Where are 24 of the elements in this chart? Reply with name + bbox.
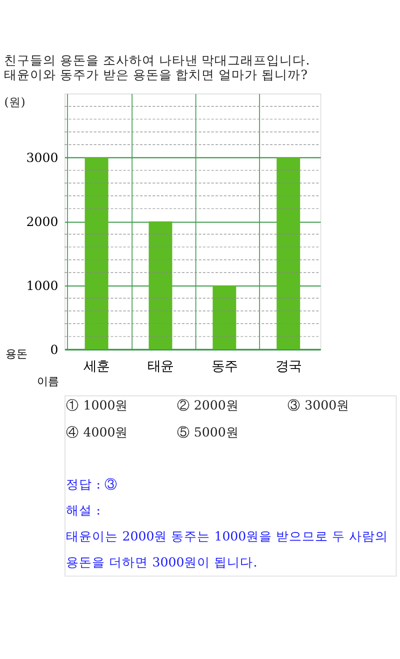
text: 정답 : ③	[66, 476, 118, 492]
bar	[276, 157, 300, 350]
x-tick-label: 세훈	[84, 360, 110, 375]
x-axis-title: 이름	[37, 374, 60, 388]
y-tick-label: 1000	[26, 278, 58, 293]
x-tick-label: 동주	[211, 360, 238, 375]
text: ① 1000원	[66, 398, 128, 413]
text: 해설 :	[66, 502, 100, 518]
chart-title: 친구들의 용돈을 조사하여 나타낸 막대그래프입니다. 태윤이와 동주가 받은 용돈을 합치면 얼마가 됩니까?	[4, 52, 310, 82]
text: 태윤이는 2000원 동주는 1000원을 받으므로 두 사람의 용돈을 더하면 3000원이 됩니다.	[66, 528, 388, 570]
text: ④ 4000원	[66, 424, 128, 440]
bar	[212, 285, 236, 350]
y-tick-label: 2000	[26, 214, 58, 230]
bar	[84, 157, 108, 350]
y-tick-label: 3000	[26, 150, 58, 166]
y-axis-title: 용돈	[5, 347, 28, 360]
x-tick-label: 경국	[275, 360, 302, 375]
text: (원)	[4, 95, 26, 110]
y-tick-label: 0	[50, 342, 58, 357]
text: ③ 3000원	[288, 398, 350, 413]
x-tick-label: 태윤	[147, 360, 174, 375]
text: ② 2000원	[176, 398, 239, 413]
text: ⑤ 5000원	[176, 424, 239, 440]
bar	[148, 221, 172, 350]
